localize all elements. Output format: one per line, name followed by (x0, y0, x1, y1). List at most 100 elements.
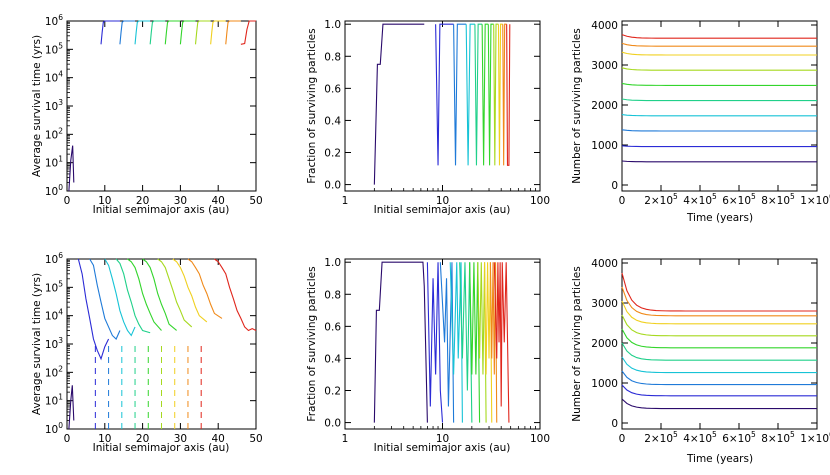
y-tick-label: 4000 (591, 258, 618, 270)
x-tick-label: 0 (619, 433, 626, 445)
x-tick-label: 10 (436, 195, 449, 207)
series-line (487, 23, 494, 166)
series-group (68, 258, 257, 430)
panel-number-bottom: 0 2×105 4×105 6×105 8×105 1×106 0 1000 2000 3000 4… (571, 258, 830, 465)
series-line (435, 23, 454, 166)
series-line (119, 20, 136, 45)
x-axis-label: Initial semimajor axis (au) (374, 442, 511, 454)
series-group (68, 20, 256, 192)
y-tick-label: 0.2 (324, 386, 341, 398)
y-tick-label: 3000 (591, 60, 618, 72)
x-tick-label: 1 (342, 433, 349, 445)
series-line (149, 20, 166, 45)
x-tick-label: 0 (64, 195, 71, 207)
x-tick-label: 4×105 (683, 430, 717, 445)
y-tick-label: 0.6 (324, 321, 341, 333)
series-line (134, 20, 151, 45)
series-line (493, 23, 499, 166)
x-tick-label: 0 (64, 433, 71, 445)
y-tick-label: 0.0 (324, 418, 341, 430)
y-tick-label: 103 (45, 336, 63, 351)
x-tick-label: 40 (212, 433, 225, 445)
series-line (497, 23, 503, 166)
y-tick-label: 100 (45, 183, 63, 198)
x-tick-label: 30 (174, 433, 187, 445)
y-tick-label: 106 (45, 251, 63, 266)
series-group (621, 34, 817, 163)
series-line (621, 34, 817, 39)
series-line (426, 262, 444, 423)
series-line (214, 258, 257, 332)
series-line (474, 23, 483, 166)
x-tick-label: 50 (249, 433, 262, 445)
series-line (373, 23, 425, 185)
x-tick-label: 20 (136, 433, 149, 445)
series-line (179, 20, 196, 45)
series-line (115, 258, 151, 334)
x-tick-label: 4×105 (683, 192, 717, 207)
x-tick-label: 10 (436, 433, 449, 445)
x-axis-label: Time (years) (686, 453, 753, 465)
x-axis-label: Initial semimajor axis (au) (93, 204, 230, 216)
y-tick-label: 1.0 (324, 257, 341, 269)
y-axis-label: Average survival time (yrs) (31, 273, 43, 415)
y-tick-label: 106 (45, 13, 63, 28)
y-tick-label: 101 (45, 393, 63, 408)
x-tick-label: 30 (174, 195, 187, 207)
plot-frame (66, 20, 257, 192)
series-line (89, 258, 121, 340)
series-line (489, 262, 498, 423)
series-line (621, 384, 817, 397)
axis-ticks: 0 2×105 4×105 6×105 8×105 1×106 0 1000 2000 3000 4… (591, 20, 830, 207)
series-line (68, 145, 75, 192)
series-line (621, 160, 817, 163)
series-line (621, 272, 817, 312)
x-tick-label: 20 (136, 195, 149, 207)
series-line (621, 114, 817, 117)
x-tick-label: 6×105 (722, 430, 756, 445)
x-axis-label: Time (years) (686, 212, 753, 224)
x-axis-label: Initial semimajor axis (au) (374, 204, 511, 216)
panel-fraction-top: 1 10 100 0.0 0.2 0.4 0.6 0.8 1.0 Fraction of sur… (306, 19, 550, 216)
y-tick-label: 0.6 (324, 83, 341, 95)
y-tick-label: 104 (45, 308, 63, 323)
y-tick-label: 3000 (591, 298, 618, 310)
series-line (621, 300, 817, 325)
series-line (621, 51, 817, 56)
x-tick-label: 50 (249, 195, 262, 207)
series-line (621, 398, 817, 410)
series-line (621, 42, 817, 47)
series-line (621, 145, 817, 148)
y-axis-label: Number of surviving particles (571, 266, 583, 421)
series-line (502, 23, 507, 166)
series-line (481, 23, 489, 166)
x-tick-label: 100 (530, 195, 550, 207)
series-group (373, 23, 511, 185)
series-line (621, 67, 817, 71)
x-tick-label: 2×105 (644, 430, 678, 445)
series-line (104, 258, 136, 337)
y-tick-label: 102 (45, 364, 63, 379)
axis-ticks: 0 2×105 4×105 6×105 8×105 1×106 0 1000 2000 3000 4… (591, 258, 830, 445)
plot-frame (621, 20, 818, 192)
series-line (621, 370, 817, 386)
x-tick-label: 40 (212, 195, 225, 207)
x-tick-label: 10 (98, 433, 111, 445)
series-group (621, 272, 817, 410)
series-line (453, 23, 467, 166)
series-line (142, 258, 177, 331)
axis-ticks: 1 10 100 0.0 0.2 0.4 0.6 0.8 1.0 (324, 257, 550, 445)
y-tick-label: 1000 (591, 378, 618, 390)
x-tick-label: 8×105 (761, 192, 795, 207)
y-tick-label: 1.0 (324, 19, 341, 31)
series-line (506, 24, 511, 166)
y-tick-label: 0.0 (324, 180, 341, 192)
y-tick-label: 0.8 (324, 51, 341, 63)
axis-ticks: 0 10 20 30 40 50 100 101 102 103 104 105 106 (45, 13, 263, 207)
series-line (100, 20, 120, 45)
series-line (127, 258, 162, 331)
series-line (621, 286, 817, 317)
series-line (449, 262, 463, 423)
series-line (164, 20, 181, 45)
